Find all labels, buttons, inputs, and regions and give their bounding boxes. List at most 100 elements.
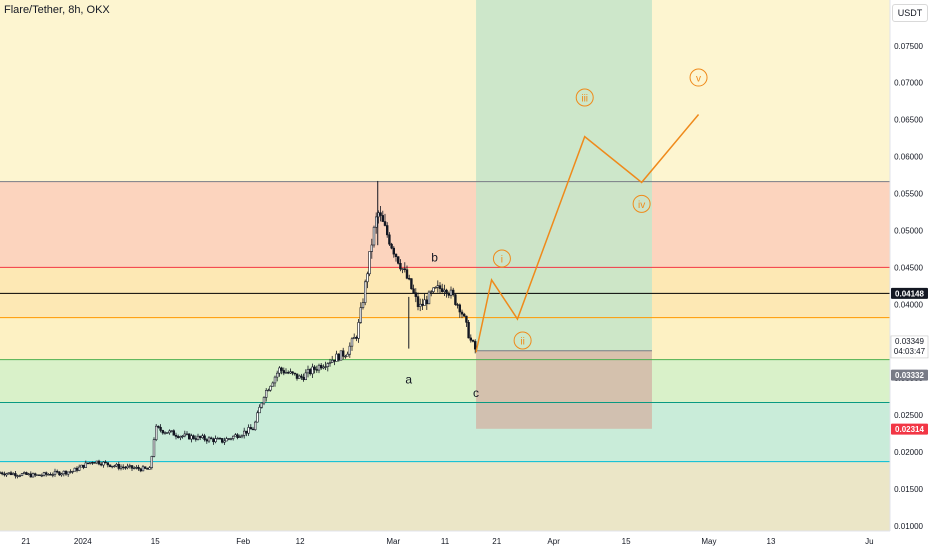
fib-zone-5 [0,402,890,462]
candle [234,434,237,437]
time-axis-panel [0,531,932,550]
y-tick-label: 0.04000 [894,300,923,309]
candle [135,466,138,469]
x-tick-label: 15 [151,537,160,546]
candle [14,473,17,477]
candle [262,397,266,404]
wave-label-circle-i [492,249,511,268]
candle [363,281,367,303]
last-price-tag: 0.03349 [895,337,924,346]
symbol-title[interactable]: Flare/Tether, 8h, OKX [4,4,110,16]
currency-unit-button[interactable]: USDT [892,4,928,22]
wave-label-ii: ii [520,336,524,347]
candle [410,278,413,290]
candle [207,437,211,442]
candle [282,370,285,374]
candle [300,375,303,378]
candle [150,456,153,468]
candle [383,221,387,226]
candle [55,470,59,473]
elliott-wave-path [475,113,700,353]
y-tick-label: 0.07000 [894,79,923,88]
candle [221,438,224,443]
wave-label-iii: iii [581,93,588,104]
candle [155,425,158,441]
candle [245,430,248,434]
candle [346,353,349,357]
candle [214,438,217,443]
candle [177,436,180,438]
candle [201,435,204,438]
candle [144,466,147,469]
candle [168,430,171,434]
candle [405,269,409,279]
candle [84,462,88,468]
wave-label-iv: iv [638,200,645,211]
price-axis-panel [890,0,932,550]
candle [7,472,11,474]
candle [247,427,250,434]
candle [113,465,116,468]
x-tick-label: 13 [767,537,776,546]
candle [289,371,292,374]
x-tick-label: Mar [386,537,400,546]
candle [473,341,477,350]
candle [416,296,420,307]
candle [388,234,391,245]
candle [427,291,431,305]
candle [18,475,21,477]
candle [407,277,411,280]
candle [284,372,288,374]
candle [454,294,457,305]
candle [315,369,318,371]
candle [86,462,90,465]
candle [71,470,74,473]
candle [93,462,96,464]
candle [469,337,472,341]
candle [62,470,66,475]
candle [335,353,338,362]
candle [159,426,162,431]
candle [436,285,439,288]
candle [295,373,299,379]
candle [97,460,101,465]
candle [218,437,222,440]
candle [350,338,354,347]
candle [75,467,79,471]
candle [122,466,125,469]
candle [69,471,72,473]
candle [418,303,422,307]
wave-label-circle-v [689,68,708,87]
x-tick-label: Apr [547,537,560,546]
fib-zone-2 [0,267,890,318]
x-tick-label: Feb [236,537,250,546]
candle [67,471,70,475]
candle [166,432,169,434]
candle [293,372,296,375]
candle [22,472,26,474]
candle [440,288,444,292]
candle [399,263,402,270]
candle [78,466,81,471]
candle [456,304,459,306]
wave-label-circle-ii [513,331,532,350]
candle [60,473,63,476]
candle [458,304,461,313]
candle [227,438,230,440]
candle [31,473,35,478]
candle [185,433,189,436]
x-tick-label: 21 [21,537,30,546]
candle [232,435,235,439]
candle [302,377,305,380]
current-price-tag: 0.04148 [895,289,924,298]
candle [238,436,241,438]
candle [344,355,347,358]
candle [280,367,283,371]
candle [423,299,426,306]
candle [58,471,61,476]
candle [322,366,325,369]
candle [236,434,239,438]
candle [73,467,77,472]
